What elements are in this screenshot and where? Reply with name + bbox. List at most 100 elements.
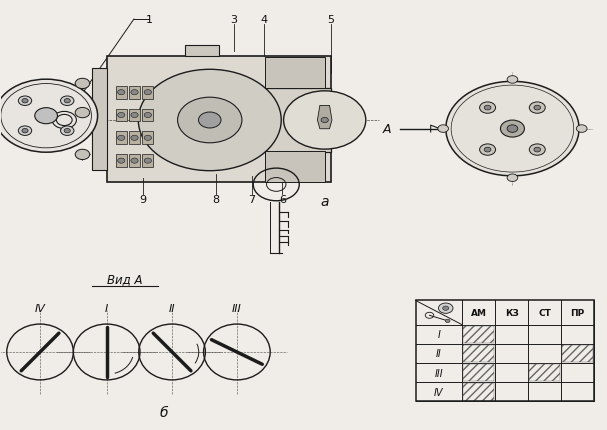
Bar [259, 89, 331, 152]
Bar [129, 86, 140, 99]
Text: IV: IV [35, 304, 46, 313]
Text: II: II [436, 349, 442, 359]
Bar [143, 155, 154, 168]
Bar [185, 46, 219, 56]
Bar [107, 56, 331, 183]
Circle shape [118, 159, 125, 164]
Bar [463, 345, 494, 362]
Circle shape [480, 144, 495, 156]
Circle shape [64, 99, 70, 104]
Circle shape [534, 106, 541, 111]
Bar [463, 383, 494, 401]
Text: 4: 4 [260, 15, 268, 25]
Circle shape [484, 106, 491, 111]
Text: а: а [320, 195, 329, 209]
Bar [129, 132, 140, 145]
Bar [143, 86, 154, 99]
Circle shape [144, 159, 152, 164]
Circle shape [534, 148, 541, 153]
Circle shape [131, 90, 138, 95]
Circle shape [443, 306, 449, 310]
Bar [265, 151, 325, 183]
Text: СТ: СТ [475, 154, 484, 160]
Bar [143, 109, 154, 122]
Circle shape [144, 90, 152, 95]
Circle shape [484, 148, 491, 153]
Text: III: III [435, 368, 443, 378]
Circle shape [61, 126, 74, 136]
Circle shape [118, 113, 125, 118]
Bar [116, 132, 127, 145]
Circle shape [75, 108, 90, 118]
Polygon shape [317, 106, 332, 129]
Text: 3: 3 [230, 15, 237, 25]
Bar [92, 69, 107, 170]
Circle shape [118, 90, 125, 95]
Bar [463, 326, 494, 343]
Circle shape [500, 121, 524, 138]
Circle shape [507, 77, 518, 84]
Text: 8: 8 [212, 195, 219, 205]
Circle shape [144, 136, 152, 141]
Text: I: I [105, 304, 108, 313]
Bar [265, 58, 325, 89]
Text: б: б [160, 405, 169, 418]
Text: СТ: СТ [538, 308, 551, 317]
Bar [116, 155, 127, 168]
Circle shape [18, 126, 32, 136]
Circle shape [131, 113, 138, 118]
Text: 9: 9 [140, 195, 146, 205]
Bar [529, 364, 560, 381]
Circle shape [22, 99, 28, 104]
Circle shape [529, 144, 545, 156]
Circle shape [138, 70, 281, 171]
Circle shape [178, 98, 242, 144]
Circle shape [438, 126, 449, 133]
Text: Вид А: Вид А [107, 273, 143, 286]
Bar [562, 345, 593, 362]
Circle shape [0, 80, 98, 153]
Bar [116, 86, 127, 99]
Circle shape [61, 97, 74, 106]
Text: III: III [232, 304, 242, 313]
Text: 6: 6 [279, 195, 286, 205]
Text: 1: 1 [146, 15, 152, 25]
Circle shape [480, 103, 495, 114]
Circle shape [321, 118, 328, 123]
Circle shape [118, 136, 125, 141]
Circle shape [198, 113, 221, 129]
Text: ВК: ВК [475, 99, 485, 105]
Circle shape [445, 319, 450, 323]
Circle shape [75, 150, 90, 160]
Circle shape [507, 126, 518, 133]
Text: IV: IV [434, 387, 444, 397]
Circle shape [64, 129, 70, 134]
Text: 5: 5 [327, 15, 334, 25]
Circle shape [577, 126, 587, 133]
Text: КЗ: КЗ [504, 308, 518, 317]
Circle shape [507, 175, 518, 182]
Text: КЗ: КЗ [540, 154, 550, 160]
Circle shape [75, 79, 90, 89]
Text: ПР: ПР [571, 308, 585, 317]
Bar [129, 109, 140, 122]
Circle shape [131, 159, 138, 164]
Text: АМ: АМ [540, 99, 551, 105]
Circle shape [35, 108, 58, 124]
Circle shape [22, 129, 28, 134]
Circle shape [18, 97, 32, 106]
Text: А: А [383, 123, 392, 136]
Bar [129, 155, 140, 168]
Text: I: I [437, 329, 440, 339]
Bar [116, 109, 127, 122]
Circle shape [144, 113, 152, 118]
Circle shape [283, 92, 366, 150]
Circle shape [529, 103, 545, 114]
Circle shape [131, 136, 138, 141]
Text: II: II [169, 304, 175, 313]
Bar [416, 301, 594, 402]
Text: АМ: АМ [470, 308, 487, 317]
Text: 7: 7 [248, 195, 256, 205]
Bar [463, 364, 494, 381]
Circle shape [446, 82, 579, 176]
